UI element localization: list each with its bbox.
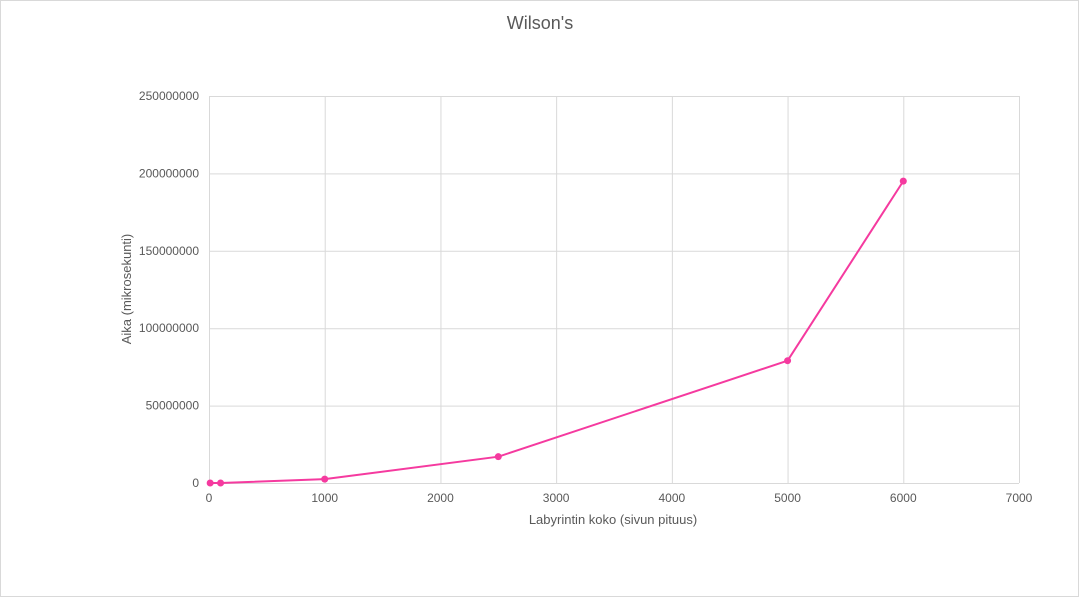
chart-title: Wilson's xyxy=(507,13,573,33)
y-tick-label: 0 xyxy=(192,476,199,490)
x-tick-label: 6000 xyxy=(890,491,917,505)
x-tick-label: 7000 xyxy=(1006,491,1033,505)
data-point xyxy=(494,453,502,461)
data-point xyxy=(899,177,907,185)
x-axis-title: Labyrintin koko (sivun pituus) xyxy=(529,512,697,527)
y-tick-label: 150000000 xyxy=(139,244,199,258)
x-tick-label: 3000 xyxy=(543,491,570,505)
x-tick-label: 4000 xyxy=(659,491,686,505)
x-tick-label: 0 xyxy=(206,491,213,505)
x-tick-label: 5000 xyxy=(774,491,801,505)
data-point xyxy=(321,475,329,483)
x-tick-label: 2000 xyxy=(427,491,454,505)
y-tick-label: 200000000 xyxy=(139,166,199,180)
data-point xyxy=(206,479,214,487)
y-tick-label: 50000000 xyxy=(146,399,200,413)
gridlines xyxy=(209,96,1020,484)
y-tick-label: 100000000 xyxy=(139,321,199,335)
data-point xyxy=(217,479,225,487)
series-layer xyxy=(206,177,907,487)
y-axis-title: Aika (mikrosekunti) xyxy=(119,234,134,345)
data-point xyxy=(784,357,792,365)
x-tick-label: 1000 xyxy=(311,491,338,505)
y-tick-label: 250000000 xyxy=(139,89,199,103)
tick-labels: 0 50000000 100000000 150000000 200000000 2500… xyxy=(139,89,1033,505)
